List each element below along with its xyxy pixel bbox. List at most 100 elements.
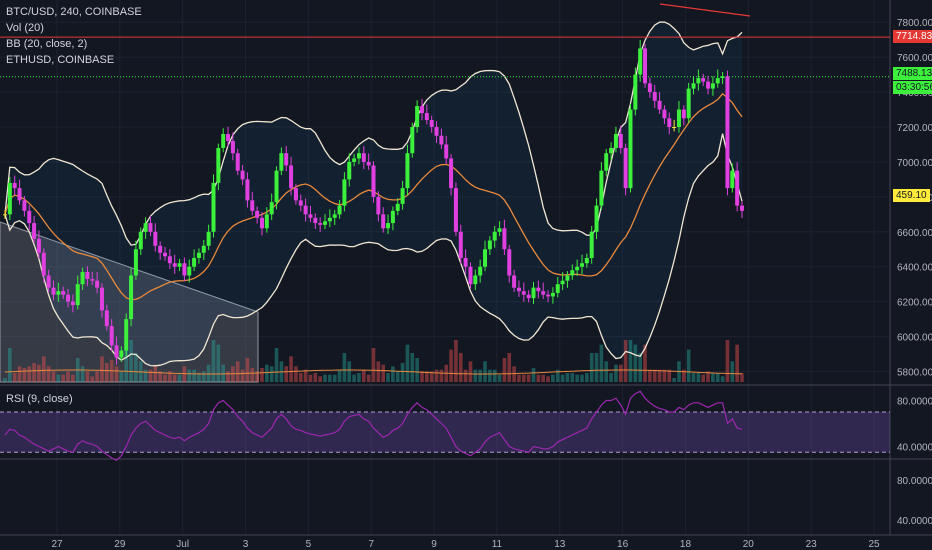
candle bbox=[75, 275, 80, 310]
volume-bar bbox=[260, 368, 264, 382]
candle-body bbox=[516, 287, 521, 292]
volume-bar bbox=[546, 376, 550, 382]
candle-body bbox=[405, 153, 410, 189]
y-tick-label: 6400.00 bbox=[897, 263, 932, 274]
volume-bar bbox=[177, 374, 182, 382]
candle-body bbox=[303, 205, 308, 215]
volume-bar bbox=[245, 358, 250, 382]
y-tick-label: 7600.00 bbox=[897, 53, 932, 64]
candle-body bbox=[274, 170, 279, 203]
candle-body bbox=[36, 238, 41, 253]
candle-body bbox=[706, 81, 711, 89]
volume-bar bbox=[725, 340, 730, 382]
candle bbox=[468, 262, 473, 289]
volume-bar bbox=[12, 373, 17, 382]
candle bbox=[536, 280, 541, 299]
volume-bar bbox=[662, 369, 667, 382]
volume-bar bbox=[696, 373, 701, 382]
pane3-tick-label: 80.0000 bbox=[897, 476, 932, 487]
candle-body bbox=[221, 134, 226, 148]
candle-body bbox=[7, 182, 12, 215]
candle-body bbox=[444, 144, 449, 159]
x-tick-label: 3 bbox=[243, 539, 249, 550]
candle-body bbox=[541, 291, 546, 295]
candle bbox=[109, 318, 114, 352]
candle-body bbox=[662, 109, 667, 119]
candle-body bbox=[453, 188, 458, 232]
legend-compare[interactable]: ETHUSD, COINBASE bbox=[6, 54, 115, 66]
candle bbox=[337, 199, 342, 219]
candle-body bbox=[672, 127, 677, 129]
legend-symbol[interactable]: BTC/USD, 240, COINBASE bbox=[6, 6, 142, 18]
legend-vol[interactable]: Vol (20) bbox=[6, 22, 44, 34]
candle-body bbox=[584, 258, 589, 264]
volume-bar bbox=[56, 374, 61, 382]
candle-body bbox=[638, 48, 643, 75]
volume-bar bbox=[192, 369, 196, 382]
candle-body bbox=[138, 231, 143, 250]
volume-bar bbox=[735, 344, 739, 382]
candle-body bbox=[104, 310, 109, 327]
y-tick-label: 6000.00 bbox=[897, 333, 932, 344]
candle-body bbox=[32, 223, 37, 239]
candle-body bbox=[575, 266, 580, 271]
volume-bar bbox=[652, 369, 657, 382]
volume-bar bbox=[27, 366, 32, 382]
candle-body bbox=[352, 158, 357, 162]
volume-bar bbox=[580, 374, 584, 382]
volume-bar bbox=[391, 366, 395, 382]
candle bbox=[371, 161, 376, 203]
candle-body bbox=[269, 202, 274, 215]
candle bbox=[308, 205, 313, 223]
volume-bar bbox=[163, 374, 167, 382]
candle-body bbox=[652, 92, 657, 101]
volume-bar bbox=[90, 376, 95, 382]
candle bbox=[269, 193, 274, 221]
volume-bar bbox=[289, 356, 293, 382]
candle-body bbox=[143, 223, 148, 232]
volume-bar bbox=[337, 369, 342, 382]
candle bbox=[17, 179, 22, 205]
candle bbox=[618, 125, 623, 154]
y-tick-label: 7800.00 bbox=[897, 18, 932, 29]
candle-body bbox=[371, 165, 376, 197]
candle bbox=[46, 269, 51, 293]
candle bbox=[546, 290, 551, 303]
axes: 7800.007600.007400.007200.007000.006800.… bbox=[51, 18, 932, 550]
candle bbox=[565, 271, 570, 288]
candle-body bbox=[390, 210, 395, 224]
volume-bar bbox=[565, 373, 570, 382]
volume-bar bbox=[46, 366, 51, 382]
candle bbox=[80, 267, 85, 290]
candle-body bbox=[740, 205, 744, 211]
volume-bar bbox=[105, 363, 109, 382]
x-tick-label: 20 bbox=[743, 539, 755, 550]
candle-body bbox=[526, 294, 531, 299]
candle-body bbox=[667, 118, 672, 128]
candle-body bbox=[604, 153, 609, 171]
volume-bar bbox=[512, 366, 516, 382]
legend-bb[interactable]: BB (20, close, 2) bbox=[6, 38, 88, 50]
candle-body bbox=[182, 263, 187, 276]
candle bbox=[478, 259, 483, 283]
volume-bar bbox=[405, 344, 410, 382]
candle-body bbox=[347, 161, 352, 180]
candle bbox=[410, 122, 415, 158]
candle-body bbox=[192, 258, 197, 267]
candle-body bbox=[570, 270, 575, 276]
volume-bar bbox=[143, 369, 148, 382]
candle bbox=[90, 271, 95, 286]
rsi-legend[interactable]: RSI (9, close) bbox=[6, 393, 73, 405]
volume-bar bbox=[468, 361, 473, 382]
candle bbox=[599, 162, 604, 210]
candle bbox=[255, 206, 260, 224]
y-tick-label: 5800.00 bbox=[897, 368, 932, 379]
candle bbox=[172, 254, 177, 274]
candle bbox=[555, 277, 560, 298]
candle-body bbox=[148, 223, 153, 232]
volume-bar bbox=[323, 374, 327, 382]
candle bbox=[720, 72, 725, 84]
candle bbox=[390, 206, 395, 231]
